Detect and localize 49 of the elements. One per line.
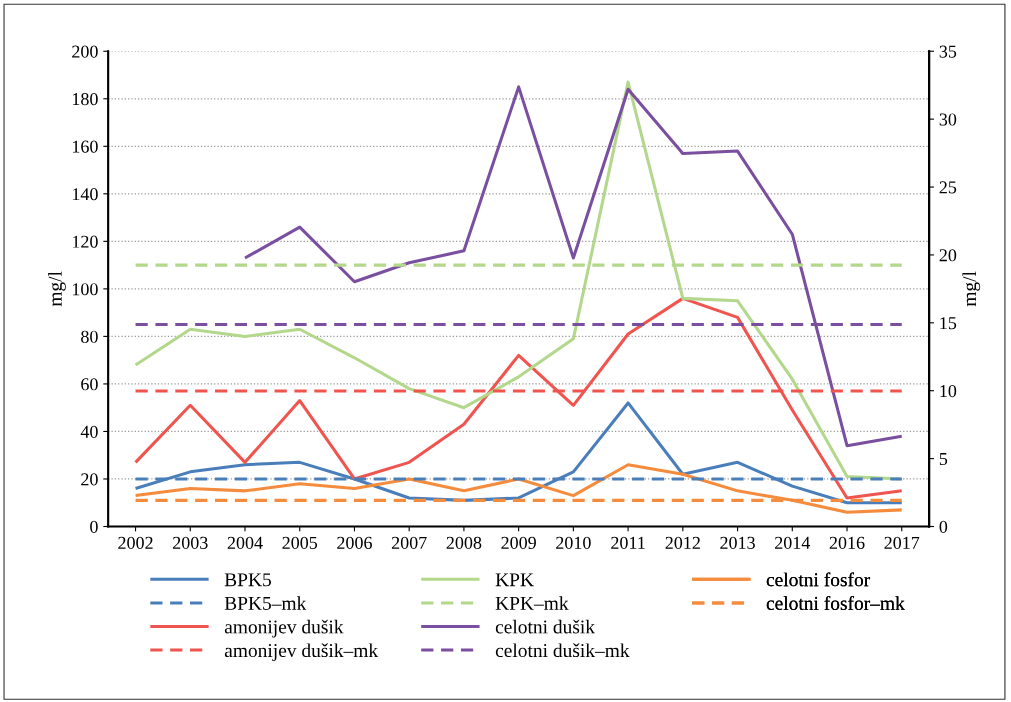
x-tick-label: 2006 [337, 536, 372, 549]
line-series [134, 401, 904, 505]
legend-label: BPK5 [224, 573, 271, 587]
legend-label: BPK5–mk [224, 596, 307, 610]
y-tick-label: 140 [72, 188, 98, 201]
y-axis-title: mg/l [48, 271, 66, 307]
legend-label: celotni dušik [495, 619, 596, 634]
y2-tick-label: 5 [939, 453, 948, 466]
y-tick-label: 40 [80, 425, 98, 438]
legend-label: KPK [495, 573, 534, 587]
y2-tick-label: 15 [940, 317, 957, 330]
y-tick-label: 200 [72, 45, 98, 58]
x-tick-label: 2009 [501, 536, 536, 549]
y-tick-label: 180 [72, 93, 98, 106]
legend-label: celotni dušik–mk [495, 643, 630, 658]
y-tick-label: 80 [81, 330, 98, 343]
x-tick-label: 2010 [556, 536, 591, 549]
x-tick-label: 2012 [665, 536, 700, 549]
x-tick-label: 2005 [282, 536, 318, 549]
y2-tick-label: 10 [940, 384, 957, 398]
line-series [134, 463, 904, 514]
legend-label: amonijev dušik–mk [224, 643, 379, 662]
y-tick-label: 0 [90, 520, 98, 533]
y2-tick-label: 20 [939, 249, 957, 262]
x-tick-label: 2002 [118, 536, 153, 549]
y2-tick-label: 25 [939, 181, 957, 194]
legend-label: KPK–mk [495, 596, 569, 610]
x-tick-label: 2013 [720, 536, 755, 549]
y2-axis-title: mg/l [962, 271, 981, 307]
y-tick-label: 100 [72, 283, 98, 296]
y-tick-label: 120 [72, 235, 98, 248]
x-tick-label: 2004 [227, 536, 263, 549]
y2-tick-label: 0 [939, 520, 948, 533]
legend-label: celotni fosfor [766, 572, 871, 587]
x-tick-label: 2007 [391, 536, 427, 549]
y-tick-label: 20 [81, 473, 98, 486]
y2-tick-label: 30 [939, 113, 957, 126]
y2-tick-label: 35 [939, 45, 957, 58]
line-series [134, 296, 904, 500]
x-tick-label: 2008 [446, 536, 482, 549]
legend-label: celotni fosfor–mk [766, 596, 905, 610]
x-tick-label: 2003 [173, 536, 208, 549]
x-tick-label: 2014 [775, 536, 811, 549]
y-tick-label: 160 [72, 140, 98, 153]
legend-label: amonijev dušik [224, 619, 344, 638]
x-tick-label: 2017 [884, 536, 920, 549]
x-tick-label: 2011 [611, 536, 645, 549]
x-tick-label: 2016 [829, 536, 865, 549]
y-tick-label: 60 [81, 378, 98, 391]
